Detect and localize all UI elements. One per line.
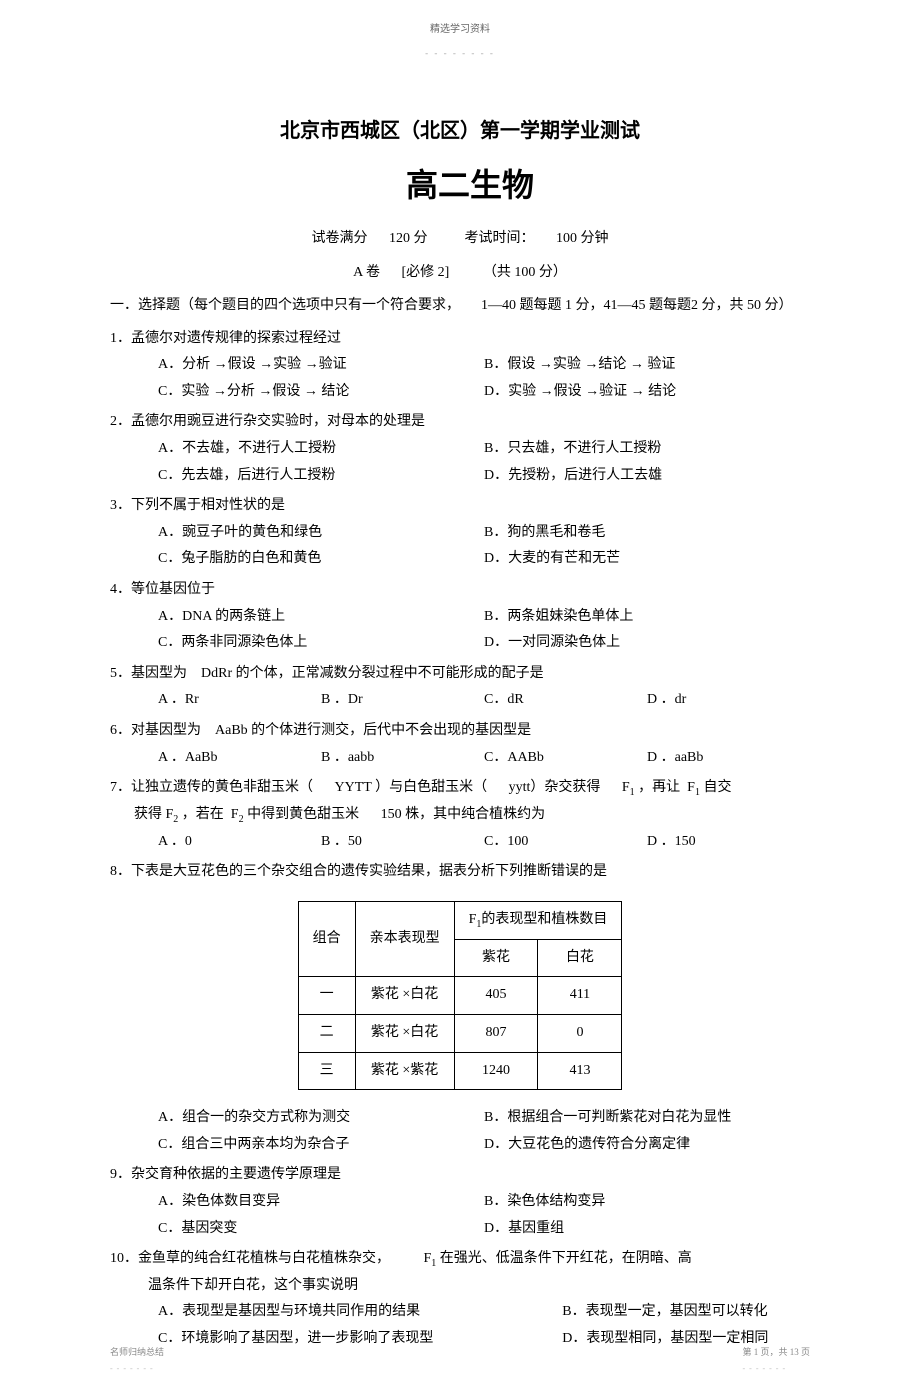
q1-opt-b: B．假设 →实验 →结论 → 验证 <box>484 352 810 379</box>
question-3: 3．下列不属于相对性状的是 A．豌豆子叶的黄色和绿色 B．狗的黑毛和卷毛 C．兔… <box>110 493 810 573</box>
question-7: 7．让独立遗传的黄色非甜玉米（ YYTT ）与白色甜玉米（ yytt）杂交获得 … <box>110 775 810 855</box>
question-9: 9．杂交育种依据的主要遗传学原理是 A．染色体数目变异 B．染色体结构变异 C．… <box>110 1162 810 1242</box>
time-value: 100 <box>556 231 577 246</box>
question-5: 5．基因型为 DdRr 的个体，正常减数分裂过程中不可能形成的配子是 A ．Rr… <box>110 661 810 714</box>
q8-opt-d: D．大豆花色的遗传符合分离定律 <box>484 1132 810 1159</box>
time-label: 考试时间： <box>465 231 535 246</box>
page-footer: 名师归纳总结 - - - - - - - 第 1 页，共 13 页 - - - … <box>110 1344 810 1376</box>
doc-header-dots: - - - - - - - - <box>110 45 810 62</box>
q9-title: 9．杂交育种依据的主要遗传学原理是 <box>110 1162 810 1189</box>
footer-right: 第 1 页，共 13 页 <box>742 1344 810 1361</box>
q8-opt-b: B．根据组合一可判断紫花对白花为显性 <box>484 1105 810 1132</box>
q5-opt-d: D ．dr <box>647 687 810 714</box>
th-parent: 亲本表现型 <box>355 901 454 976</box>
score-unit: 分 <box>414 231 428 246</box>
q2-opt-a: A．不去雄，不进行人工授粉 <box>158 436 484 463</box>
q9-opt-d: D．基因重组 <box>484 1216 810 1243</box>
footer-left-dots: - - - - - - - <box>110 1361 164 1376</box>
q1-opt-c: C．实验 →分析 →假设 → 结论 <box>158 379 484 406</box>
table-row: 三紫花 ×紫花1240413 <box>298 1052 622 1090</box>
q3-opt-d: D．大麦的有芒和无芒 <box>484 546 810 573</box>
q7-opt-c: C．100 <box>484 829 647 856</box>
q4-title: 4．等位基因位于 <box>110 577 810 604</box>
question-1: 1．孟德尔对遗传规律的探索过程经过 A．分析 →假设 →实验 →验证 B．假设 … <box>110 326 810 406</box>
q8-title: 8．下表是大豆花色的三个杂交组合的遗传实验结果，据表分析下列推断错误的是 <box>110 859 810 886</box>
q5-opt-b: B ．Dr <box>321 687 484 714</box>
footer-left: 名师归纳总结 <box>110 1344 164 1361</box>
question-2: 2．孟德尔用豌豆进行杂交实验时，对母本的处理是 A．不去雄，不进行人工授粉 B．… <box>110 409 810 489</box>
q4-opt-b: B．两条姐妹染色单体上 <box>484 604 810 631</box>
q2-opt-d: D．先授粉，后进行人工去雄 <box>484 463 810 490</box>
q3-title: 3．下列不属于相对性状的是 <box>110 493 810 520</box>
q7-line1: 7．让独立遗传的黄色非甜玉米（ YYTT ）与白色甜玉米（ yytt）杂交获得 … <box>110 775 810 802</box>
q3-opt-c: C．兔子脂肪的白色和黄色 <box>158 546 484 573</box>
q2-opt-c: C．先去雄，后进行人工授粉 <box>158 463 484 490</box>
q5-opt-a: A ．Rr <box>158 687 321 714</box>
q6-opt-c: C．AABb <box>484 745 647 772</box>
q7-opt-a: A ．0 <box>158 829 321 856</box>
doc-header: 精选学习资料 <box>110 20 810 39</box>
q5-opt-c: C．dR <box>484 687 647 714</box>
section-label: A 卷 <box>353 265 380 280</box>
q6-title: 6．对基因型为 AaBb 的个体进行测交，后代中不会出现的基因型是 <box>110 718 810 745</box>
score-label: 试卷满分 <box>312 231 368 246</box>
q10-opt-b: B．表现型一定，基因型可以转化 <box>562 1299 810 1326</box>
q2-title: 2．孟德尔用豌豆进行杂交实验时，对母本的处理是 <box>110 409 810 436</box>
q1-title: 1．孟德尔对遗传规律的探索过程经过 <box>110 326 810 353</box>
exam-info: 试卷满分 120 分 考试时间： 100 分钟 <box>110 226 810 253</box>
q7-opt-d: D ．150 <box>647 829 810 856</box>
subject-title: 高二生物 <box>110 155 810 216</box>
table-row: 二紫花 ×白花8070 <box>298 1014 622 1052</box>
q5-title: 5．基因型为 DdRr 的个体，正常减数分裂过程中不可能形成的配子是 <box>110 661 810 688</box>
q7-opt-b: B ．50 <box>321 829 484 856</box>
q10-line2: 温条件下却开白花，这个事实说明 <box>110 1273 810 1300</box>
th-purple: 紫花 <box>454 939 538 977</box>
q3-opt-a: A．豌豆子叶的黄色和绿色 <box>158 520 484 547</box>
q2-opt-b: B．只去雄，不进行人工授粉 <box>484 436 810 463</box>
q9-opt-b: B．染色体结构变异 <box>484 1189 810 1216</box>
q4-opt-c: C．两条非同源染色体上 <box>158 630 484 657</box>
footer-right-dots: - - - - - - - <box>742 1361 810 1376</box>
section-points: （共 100 分） <box>483 265 567 280</box>
score-value: 120 <box>389 231 410 246</box>
time-unit: 分钟 <box>581 231 609 246</box>
question-10: 10．金鱼草的纯合红花植株与白花植株杂交， F1 在强光、低温条件下开红花，在阴… <box>110 1246 810 1353</box>
question-6: 6．对基因型为 AaBb 的个体进行测交，后代中不会出现的基因型是 A ．AaB… <box>110 718 810 771</box>
q6-opt-a: A ．AaBb <box>158 745 321 772</box>
section-bracket: [必修 2] <box>402 265 450 280</box>
q1-opt-d: D．实验 →假设 →验证 → 结论 <box>484 379 810 406</box>
th-f1: F1的表现型和植株数目 <box>454 901 622 939</box>
q3-opt-b: B．狗的黑毛和卷毛 <box>484 520 810 547</box>
exam-title: 北京市西城区（北区）第一学期学业测试 <box>110 112 810 150</box>
q9-opt-a: A．染色体数目变异 <box>158 1189 484 1216</box>
q10-line1: 10．金鱼草的纯合红花植株与白花植株杂交， F1 在强光、低温条件下开红花，在阴… <box>110 1246 810 1273</box>
q9-opt-c: C．基因突变 <box>158 1216 484 1243</box>
q8-opt-c: C．组合三中两亲本均为杂合子 <box>158 1132 484 1159</box>
table-row: 一紫花 ×白花405411 <box>298 977 622 1015</box>
q6-opt-b: B ．aabb <box>321 745 484 772</box>
q8-opt-a: A．组合一的杂交方式称为测交 <box>158 1105 484 1132</box>
question-8: 8．下表是大豆花色的三个杂交组合的遗传实验结果，据表分析下列推断错误的是 组合 … <box>110 859 810 1158</box>
q1-opt-a: A．分析 →假设 →实验 →验证 <box>158 352 484 379</box>
q10-opt-a: A．表现型是基因型与环境共同作用的结果 <box>158 1299 562 1326</box>
q6-opt-d: D ．aaBb <box>647 745 810 772</box>
q4-opt-a: A．DNA 的两条链上 <box>158 604 484 631</box>
th-group: 组合 <box>298 901 355 976</box>
q7-line2: 获得 F2 ，若在 F2 中得到黄色甜玉米 150 株，其中纯合植株约为 <box>110 802 810 829</box>
section-a-heading: A 卷 [必修 2] （共 100 分） <box>110 260 810 287</box>
question-4: 4．等位基因位于 A．DNA 的两条链上 B．两条姐妹染色单体上 C．两条非同源… <box>110 577 810 657</box>
q4-opt-d: D．一对同源染色体上 <box>484 630 810 657</box>
th-white: 白花 <box>538 939 622 977</box>
part1-instruction: 一．选择题（每个题目的四个选项中只有一个符合要求， 1—40 题每题 1 分，4… <box>110 293 810 320</box>
q8-table: 组合 亲本表现型 F1的表现型和植株数目 紫花 白花 一紫花 ×白花405411… <box>298 901 623 1090</box>
